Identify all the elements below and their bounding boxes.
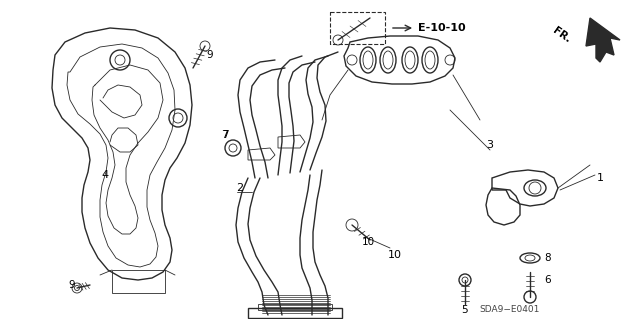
Bar (330, 12, 385, 44)
Polygon shape (586, 18, 620, 62)
Text: 10: 10 (388, 250, 402, 260)
Text: 7: 7 (221, 130, 228, 140)
Text: 3: 3 (486, 140, 493, 150)
Text: E-10-10: E-10-10 (418, 23, 466, 33)
Text: 7: 7 (221, 130, 228, 140)
Text: 2: 2 (236, 183, 244, 193)
Text: 1: 1 (596, 173, 604, 183)
Text: 4: 4 (101, 170, 109, 180)
Text: 8: 8 (545, 253, 551, 263)
Text: 9: 9 (68, 280, 76, 290)
Text: 6: 6 (545, 275, 551, 285)
Text: 10: 10 (362, 237, 374, 247)
Text: FR.: FR. (550, 25, 572, 45)
Text: SDA9−E0401: SDA9−E0401 (480, 306, 540, 315)
Text: 5: 5 (461, 305, 468, 315)
Text: 9: 9 (207, 50, 213, 60)
